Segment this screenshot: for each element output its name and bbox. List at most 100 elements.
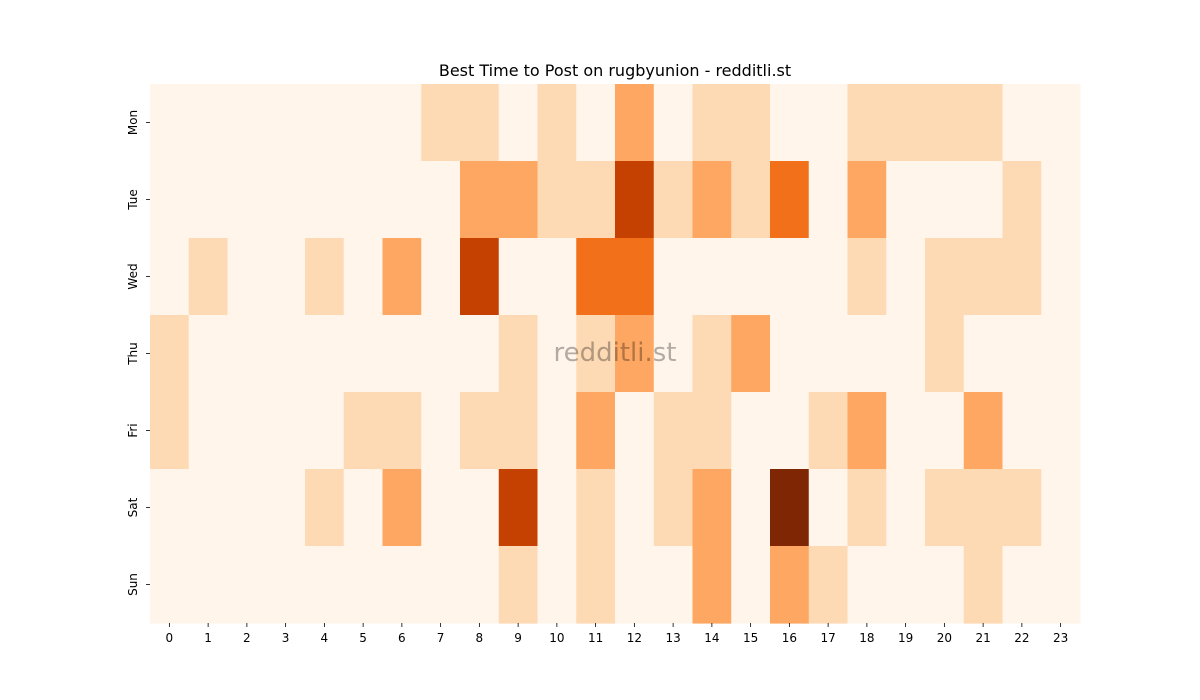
heatmap-cell (847, 469, 887, 547)
x-tick-label: 14 (704, 631, 719, 645)
heatmap-cell (227, 84, 267, 162)
heatmap-cell (576, 469, 616, 547)
heatmap-cell (421, 84, 461, 162)
heatmap-cell (498, 469, 539, 547)
heatmap-cell (615, 238, 655, 316)
x-tick-label: 19 (898, 631, 913, 645)
heatmap-cell (460, 238, 500, 316)
x-tick-label: 7 (437, 631, 445, 645)
heatmap-cell (421, 161, 461, 239)
heatmap-cell (808, 469, 849, 547)
heatmap-cell (1041, 546, 1081, 624)
chart-title: Best Time to Post on rugbyunion - reddit… (439, 61, 791, 80)
y-axis: Mon Tue Wed Thu Fri Sat Sun (126, 110, 150, 596)
x-tick-label: 18 (859, 631, 874, 645)
heatmap-cell (343, 161, 384, 239)
heatmap-cell (227, 546, 267, 624)
heatmap-cell (343, 546, 384, 624)
heatmap-cell (886, 546, 926, 624)
heatmap-cell (731, 392, 771, 470)
heatmap-cell (498, 238, 539, 316)
heatmap-cell (537, 161, 577, 239)
heatmap-cell (692, 392, 732, 470)
heatmap-cell (382, 546, 422, 624)
heatmap-cell (460, 469, 500, 547)
heatmap-cell (537, 469, 577, 547)
heatmap-cell (770, 161, 810, 239)
heatmap-cell (692, 161, 732, 239)
heatmap-cell (653, 161, 694, 239)
heatmap-cell (537, 546, 577, 624)
heatmap-cell (188, 84, 229, 162)
x-tick-label: 20 (937, 631, 952, 645)
x-tick-label: 6 (398, 631, 406, 645)
heatmap-cell (1041, 84, 1081, 162)
x-tick-label: 15 (743, 631, 758, 645)
heatmap-cell (460, 392, 500, 470)
heatmap-cell (227, 315, 267, 393)
heatmap-cell (1002, 238, 1042, 316)
heatmap-cell (615, 546, 655, 624)
heatmap-cell (382, 238, 422, 316)
heatmap-cell (615, 315, 655, 393)
heatmap-cell (847, 546, 887, 624)
heatmap-cell (227, 469, 267, 547)
x-tick-label: 17 (820, 631, 835, 645)
x-tick-label: 13 (665, 631, 680, 645)
heatmap-cell (1041, 469, 1081, 547)
heatmap-cell (1041, 315, 1081, 393)
heatmap-cell (382, 392, 422, 470)
y-tick-label: Fri (126, 423, 140, 437)
heatmap-cell (150, 238, 190, 316)
heatmap-cell (421, 315, 461, 393)
heatmap-cell (421, 392, 461, 470)
heatmap-cell (343, 469, 384, 547)
heatmap-cell (421, 546, 461, 624)
x-tick-label: 21 (975, 631, 990, 645)
heatmap-cell (576, 84, 616, 162)
y-tick-label: Sun (126, 573, 140, 596)
y-tick-label: Wed (126, 263, 140, 289)
heatmap-cell (692, 546, 732, 624)
heatmap-cell (847, 84, 887, 162)
heatmap-cell (343, 238, 384, 316)
heatmap-cell (847, 238, 887, 316)
heatmap-cell (537, 238, 577, 316)
heatmap-cell (266, 392, 306, 470)
heatmap-cell (925, 392, 965, 470)
heatmap-cell (963, 546, 1004, 624)
x-tick-label: 0 (166, 631, 174, 645)
heatmap-cell (150, 469, 190, 547)
heatmap-cell (576, 315, 616, 393)
heatmap-cell (305, 546, 345, 624)
heatmap-cell (925, 469, 965, 547)
heatmap-cell (188, 546, 229, 624)
heatmap-cell (150, 392, 190, 470)
heatmap-cell (498, 84, 539, 162)
heatmap-cell (770, 469, 810, 547)
heatmap-cell (227, 238, 267, 316)
heatmap-cell (1002, 84, 1042, 162)
heatmap-cell (266, 469, 306, 547)
heatmap-cell (498, 161, 539, 239)
heatmap-cell (692, 238, 732, 316)
x-tick-label: 12 (627, 631, 642, 645)
heatmap-cell (770, 84, 810, 162)
heatmap-cell (150, 546, 190, 624)
heatmap-cell (770, 392, 810, 470)
heatmap-cell (382, 469, 422, 547)
heatmap-cell (886, 392, 926, 470)
x-tick-label: 23 (1053, 631, 1068, 645)
heatmap-cell (808, 161, 849, 239)
heatmap-cell (963, 315, 1004, 393)
heatmap-cell (963, 84, 1004, 162)
heatmap-cell (653, 315, 694, 393)
heatmap-cell (963, 161, 1004, 239)
x-tick-label: 11 (588, 631, 603, 645)
heatmap-cell (421, 469, 461, 547)
heatmap-cell (731, 469, 771, 547)
heatmap-cell (1002, 469, 1042, 547)
heatmap-cell (266, 161, 306, 239)
heatmap-cell (731, 84, 771, 162)
